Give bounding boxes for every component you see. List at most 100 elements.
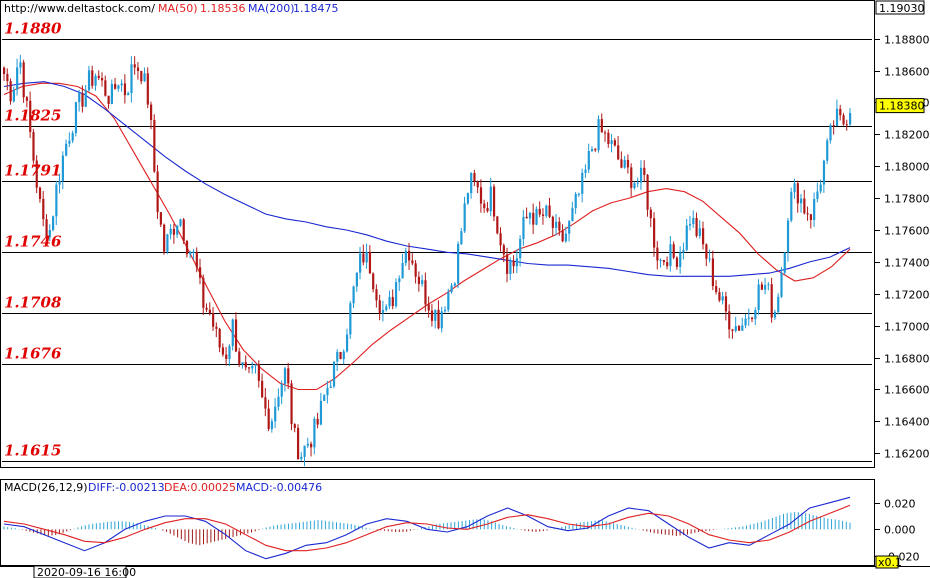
price-tick-label-10: 1.16800 <box>884 353 930 366</box>
candle-body <box>221 347 225 355</box>
candle-body <box>724 296 728 312</box>
candle-body <box>68 140 71 144</box>
candle-body <box>381 309 385 313</box>
candle-body <box>702 228 705 245</box>
price-tick-label-11: 1.16600 <box>884 384 930 397</box>
candle-body <box>597 119 600 151</box>
current-price-box <box>875 98 925 114</box>
candle-body <box>58 180 61 185</box>
macd-diff: DIFF:-0.00213 <box>88 481 165 494</box>
candle-body <box>306 443 309 446</box>
macd-scale-box[interactable] <box>875 555 899 569</box>
candle-body <box>584 169 587 173</box>
candle-body <box>234 319 238 352</box>
candle-body <box>280 383 283 397</box>
candle-body <box>159 212 162 225</box>
ma50-line <box>3 82 851 391</box>
candle-body <box>176 225 179 235</box>
candle-body <box>9 81 12 102</box>
candle-body <box>574 193 577 209</box>
candle-body <box>486 208 489 212</box>
candle-body <box>352 286 355 304</box>
date-box <box>33 565 127 578</box>
candle-body <box>146 73 149 105</box>
candle-body <box>359 253 362 273</box>
candle-body <box>130 64 133 94</box>
candle-body <box>264 397 267 409</box>
candle-body <box>267 408 270 429</box>
candle-body <box>182 219 185 241</box>
candle-body <box>577 193 581 195</box>
candle-body <box>310 443 313 448</box>
candle-body <box>179 219 182 226</box>
candle-body <box>84 90 87 107</box>
candle-body <box>786 220 790 253</box>
price-tick-label-3: 1.18200 <box>884 129 930 142</box>
candle-body <box>512 260 515 267</box>
candle-body <box>296 427 300 459</box>
price-tick-label-13: 1.16200 <box>884 448 930 461</box>
candle-body <box>404 250 407 263</box>
candle-body <box>453 283 456 286</box>
candle-body <box>813 199 816 221</box>
candle-body <box>646 174 649 210</box>
candle-body <box>247 367 251 369</box>
candle-body <box>715 286 718 293</box>
candle-body <box>51 216 55 231</box>
candle-body <box>127 93 130 96</box>
candle-body <box>470 173 473 194</box>
candle-body <box>711 258 715 287</box>
candle-body <box>571 208 574 222</box>
candle-body <box>293 424 296 428</box>
candle-body <box>770 284 773 318</box>
candle-body <box>65 143 68 156</box>
candle-body <box>659 260 662 262</box>
candle-body <box>643 167 646 175</box>
candle-body <box>613 140 617 146</box>
macd-tick-label-1: 0.000 <box>884 524 916 537</box>
candle-body <box>581 172 584 194</box>
candle-body <box>104 80 107 96</box>
candle-body <box>427 304 430 311</box>
candle-body <box>218 328 221 348</box>
candle-body <box>417 276 421 284</box>
level-label-6: 1.1615 <box>4 442 61 460</box>
price-tick-label-7: 1.17400 <box>884 257 930 270</box>
candle-body <box>303 445 306 457</box>
candle-body <box>391 297 394 307</box>
ma200-line <box>3 81 851 277</box>
candle-body <box>728 311 731 330</box>
candle-body <box>149 104 153 120</box>
candle-body <box>460 231 463 244</box>
candle-body <box>764 285 767 290</box>
candle-body <box>355 272 358 287</box>
candle-body <box>669 244 672 267</box>
candle-body <box>587 150 590 170</box>
candle-body <box>251 366 254 369</box>
candle-body <box>473 173 476 182</box>
candle-body <box>767 284 770 286</box>
moving-averages <box>3 81 851 391</box>
candle-body <box>721 296 724 301</box>
candle-body <box>42 198 45 220</box>
candle-body <box>378 300 381 313</box>
candle-body <box>496 216 499 234</box>
candle-body <box>806 213 809 215</box>
candle-body <box>610 140 613 144</box>
candle-body <box>506 254 509 274</box>
candle-body <box>6 73 9 82</box>
candle-body <box>623 159 626 168</box>
candle-body <box>22 62 25 98</box>
candle-body <box>55 184 58 217</box>
ma50-value: 1.18536 <box>200 2 246 15</box>
candle-body <box>329 386 332 388</box>
candle-body <box>156 171 159 213</box>
candle-body <box>287 368 290 384</box>
candle-body <box>522 216 525 240</box>
site-url[interactable]: http://www.deltastock.com/ <box>4 2 155 15</box>
candle-body <box>695 217 698 236</box>
level-label-3: 1.1746 <box>4 233 62 251</box>
candle-body <box>225 354 228 360</box>
candle-body <box>192 251 195 253</box>
price-axis: 1.188001.186001.184001.182001.180001.178… <box>875 34 930 461</box>
